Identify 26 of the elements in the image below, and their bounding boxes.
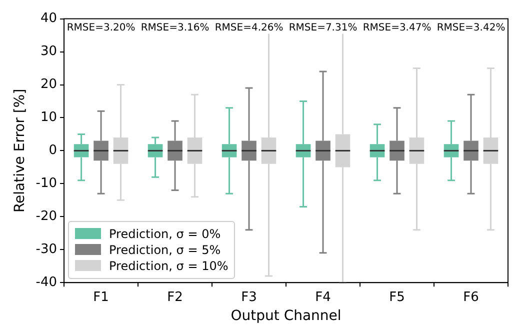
annotation: RMSE=3.42% — [436, 22, 506, 34]
y-tick-label: 0 — [48, 143, 58, 158]
annotation: RMSE=3.20% — [66, 22, 136, 34]
annotation: RMSE=4.26% — [214, 22, 284, 34]
x-tick-label: F3 — [241, 290, 257, 305]
y-axis-title: Relative Error [%] — [12, 88, 28, 213]
x-tick-label: F4 — [315, 290, 331, 305]
x-tick-label: F1 — [93, 290, 109, 305]
legend-label: Prediction, σ = 5% — [109, 242, 221, 257]
x-tick-label: F6 — [463, 290, 479, 305]
y-tick-label: 20 — [40, 77, 58, 92]
y-tick-label: -40 — [36, 274, 58, 290]
annotation: RMSE=3.16% — [140, 22, 210, 34]
annotation: RMSE=3.47% — [362, 22, 432, 34]
y-tick-label: 40 — [40, 11, 58, 26]
legend-label: Prediction, σ = 10% — [109, 258, 228, 273]
x-tick-label: F5 — [389, 290, 405, 305]
annotation: RMSE=7.31% — [288, 22, 358, 34]
y-tick-label: 10 — [40, 110, 58, 126]
x-tick-label: F2 — [167, 290, 183, 305]
y-tick-label: -10 — [36, 176, 58, 192]
legend-label: Prediction, σ = 0% — [109, 226, 221, 241]
y-tick-label: 30 — [40, 44, 58, 60]
y-tick-label: -20 — [36, 209, 58, 224]
x-axis-title: Output Channel — [230, 308, 342, 324]
y-tick-label: -30 — [36, 242, 58, 257]
